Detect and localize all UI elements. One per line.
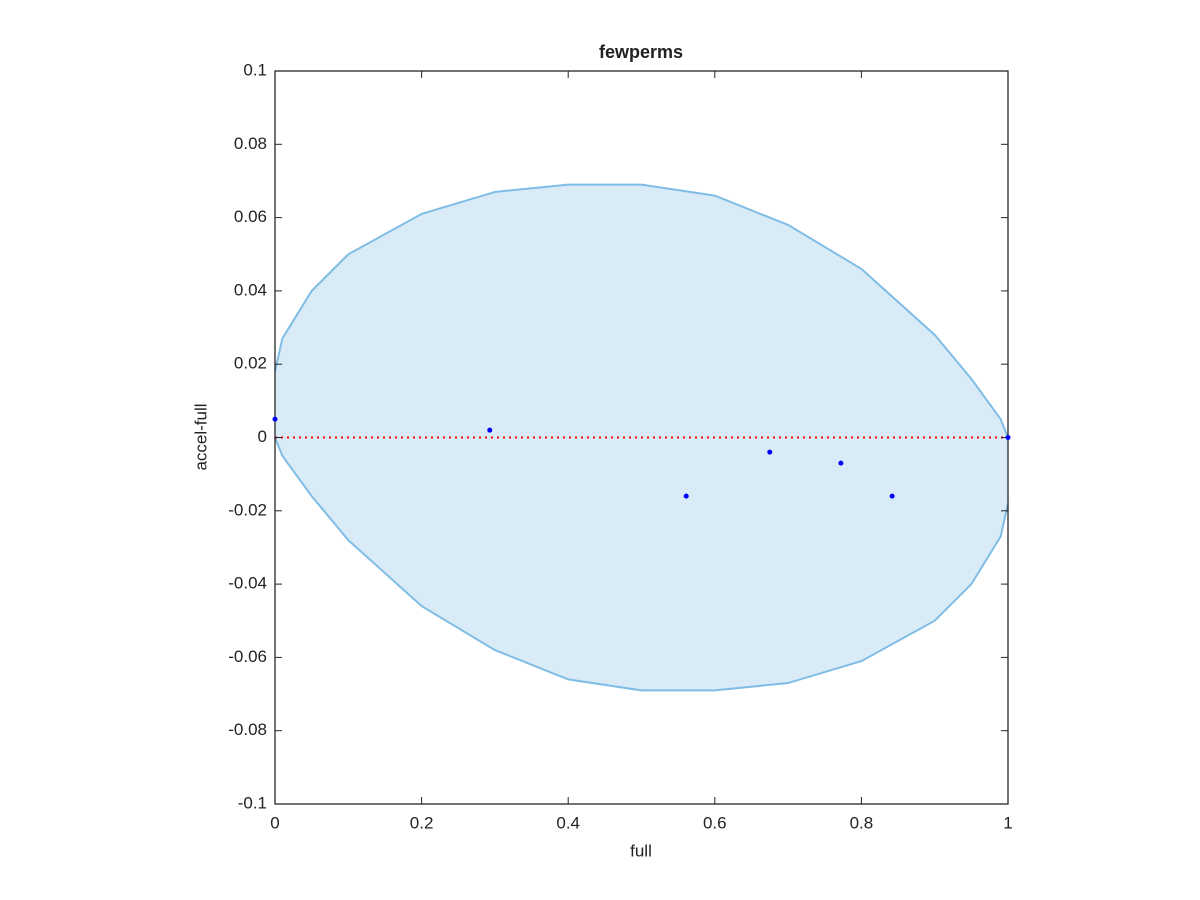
point — [767, 449, 773, 455]
y-tick-label: -0.1 — [238, 793, 267, 812]
y-tick-label: -0.08 — [228, 720, 267, 739]
y-axis-label: accel-full — [191, 403, 210, 470]
ellipse-lower — [274, 437, 1009, 692]
point — [683, 493, 689, 499]
point — [1005, 435, 1011, 440]
x-tick-label: 0.6 — [703, 813, 727, 832]
point — [889, 493, 895, 499]
point — [838, 460, 844, 466]
x-tick-label: 0.4 — [556, 813, 580, 832]
x-tick-label: 0 — [270, 813, 279, 832]
point — [272, 416, 278, 422]
y-tick-label: 0.04 — [234, 280, 267, 299]
ellipse-upper — [274, 183, 1009, 438]
y-tick-label: -0.02 — [228, 500, 267, 519]
x-tick-label: 0.8 — [850, 813, 874, 832]
x-tick-label: 0.2 — [410, 813, 434, 832]
x-tick-label: 1 — [1003, 813, 1012, 832]
point — [487, 427, 493, 433]
y-tick-label: 0.02 — [234, 354, 267, 373]
y-tick-label: 0.1 — [243, 60, 267, 79]
y-tick-label: 0.08 — [234, 134, 267, 153]
chart-title: fewperms — [599, 42, 683, 62]
y-tick-label: -0.06 — [228, 647, 267, 666]
y-tick-label: 0.06 — [234, 207, 267, 226]
y-tick-label: 0 — [258, 427, 267, 446]
x-axis-label: full — [630, 841, 652, 860]
y-tick-label: -0.04 — [228, 574, 267, 593]
